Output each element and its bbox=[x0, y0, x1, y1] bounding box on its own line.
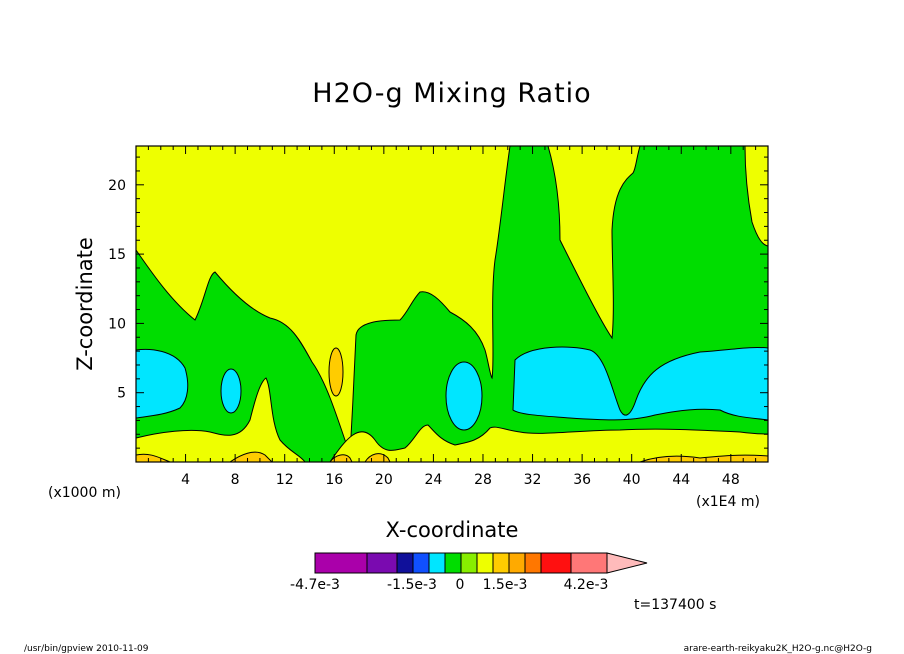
contour-cyan-right bbox=[512, 346, 768, 421]
x-tick-label: 32 bbox=[524, 472, 542, 488]
contour-yellow-lower bbox=[136, 377, 306, 462]
colorbar-swatch bbox=[366, 552, 398, 574]
colorbar-swatch bbox=[314, 552, 368, 574]
x-tick-label: 28 bbox=[474, 472, 492, 488]
colorbar-arrow bbox=[606, 552, 648, 574]
x-axis: 4 8 12 16 20 24 28 32 36 40 44 48 bbox=[147, 146, 757, 488]
colorbar-swatch bbox=[492, 552, 510, 574]
x-tick-label: 36 bbox=[573, 472, 591, 488]
x-scale-label: (x1000 m) bbox=[48, 485, 121, 501]
x-axis-title: X-coordinate bbox=[386, 518, 519, 542]
contour-cyan-left bbox=[136, 348, 189, 419]
y-axis-title: Z-coordinate bbox=[73, 237, 97, 371]
footer-right: arare-earth-reikyaku2K_H2O-g.nc@H2O-g bbox=[684, 644, 872, 654]
colorbar-label: -1.5e-3 bbox=[387, 577, 437, 593]
colorbar-swatch bbox=[396, 552, 414, 574]
colorbar-swatch bbox=[412, 552, 430, 574]
colorbar-swatch bbox=[524, 552, 542, 574]
chart-title: H2O-g Mixing Ratio bbox=[312, 78, 591, 109]
contour-cyan-mid bbox=[445, 361, 483, 431]
y-axis: 5 10 15 20 bbox=[108, 156, 768, 449]
x-tick-label: 16 bbox=[325, 472, 343, 488]
colorbar-labels: -4.7e-3 -1.5e-3 0 1.5e-3 4.2e-3 bbox=[290, 577, 608, 593]
x-tick-label: 24 bbox=[424, 472, 442, 488]
contour-yellow-bottom-center bbox=[329, 424, 768, 462]
colorbar-label: -4.7e-3 bbox=[290, 577, 340, 593]
contour-orange-small bbox=[328, 347, 344, 397]
time-label: t=137400 s bbox=[634, 597, 716, 613]
x-tick-label: 4 bbox=[181, 472, 190, 488]
footer-left: /usr/bin/gpview 2010-11-09 bbox=[24, 644, 149, 654]
contour-orange-bottom bbox=[136, 451, 768, 462]
colorbar bbox=[314, 552, 648, 574]
colorbar-swatch bbox=[444, 552, 462, 574]
colorbar-swatch bbox=[476, 552, 494, 574]
y-tick-label: 10 bbox=[108, 316, 126, 332]
y-tick-label: 15 bbox=[108, 247, 126, 263]
colorbar-swatch bbox=[508, 552, 526, 574]
colorbar-label: 0 bbox=[456, 577, 465, 593]
y-tick-label: 20 bbox=[108, 178, 126, 194]
colorbar-swatch bbox=[428, 552, 446, 574]
y-tick-label: 5 bbox=[117, 386, 126, 402]
colorbar-swatch bbox=[460, 552, 478, 574]
x-unit-label: (x1E4 m) bbox=[696, 494, 760, 510]
x-tick-label: 48 bbox=[722, 472, 740, 488]
contour-field bbox=[135, 145, 769, 463]
x-tick-label: 40 bbox=[623, 472, 641, 488]
x-tick-label: 8 bbox=[231, 472, 240, 488]
colorbar-label: 1.5e-3 bbox=[483, 577, 528, 593]
x-tick-label: 12 bbox=[276, 472, 294, 488]
x-tick-label: 20 bbox=[375, 472, 393, 488]
x-tick-label: 44 bbox=[672, 472, 690, 488]
colorbar-label: 4.2e-3 bbox=[564, 577, 609, 593]
colorbar-swatch bbox=[540, 552, 572, 574]
contour-cyan-small bbox=[220, 368, 242, 414]
colorbar-swatch bbox=[570, 552, 608, 574]
